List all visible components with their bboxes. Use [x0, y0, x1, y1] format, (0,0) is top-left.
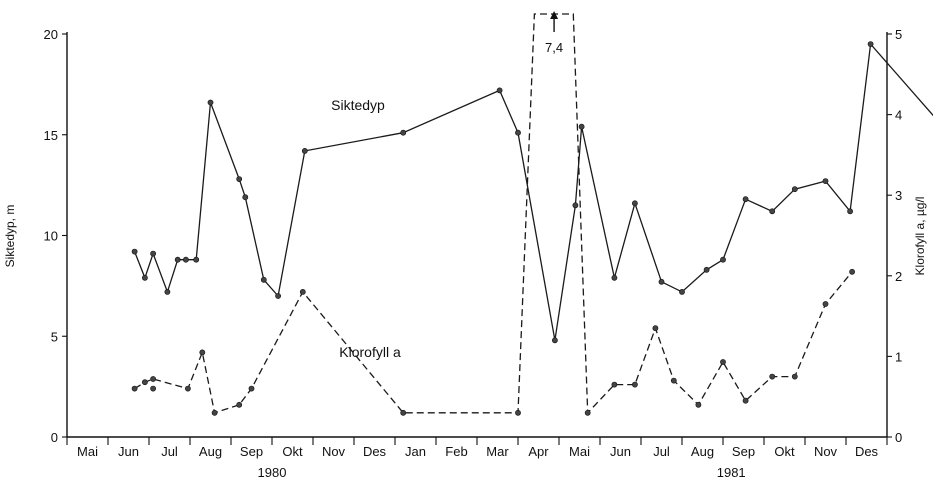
x-tick-label: Jul [653, 444, 670, 459]
arrow-head-icon [550, 11, 559, 19]
x-tick-label: Apr [528, 444, 549, 459]
siktedyp-point [679, 288, 685, 295]
x-tick-label: Jan [405, 444, 426, 459]
klorofyll-point [791, 373, 798, 380]
chart-marks: Siktedyp Klorofyll a 7,4 [131, 11, 933, 416]
x-tick-label: Mar [486, 444, 509, 459]
y2-tick-label: 5 [895, 27, 902, 42]
siktedyp-point [611, 274, 618, 281]
klorofyll-point [611, 381, 618, 388]
x-tick-label: Sep [240, 444, 263, 459]
siktedyp-point [578, 123, 585, 130]
y-tick-label: 20 [44, 27, 58, 42]
y2-tick-label: 1 [895, 349, 902, 364]
siktedyp-point [632, 200, 638, 207]
y-tick-label: 5 [51, 329, 58, 344]
x-tick-label: Nov [322, 444, 346, 459]
siktedyp-point [867, 41, 874, 47]
siktedyp-point [552, 337, 558, 344]
siktedyp-point [182, 256, 189, 263]
y2-tick-label: 3 [895, 188, 902, 203]
siktedyp-point [572, 202, 579, 209]
x-tick-label: Des [855, 444, 879, 459]
klorofyll-point [515, 409, 521, 416]
x-tick-label: Feb [445, 444, 467, 459]
x-tick-label: Jul [161, 444, 178, 459]
x-tick-label: Mai [569, 444, 590, 459]
klorofyll-point [211, 409, 218, 416]
klorofyll-point [299, 288, 306, 295]
y2-tick-label: 0 [895, 430, 902, 445]
siktedyp-point [742, 196, 749, 203]
siktedyp-point [193, 256, 200, 263]
klorofyll-point [584, 409, 591, 416]
klorofyll-point [184, 385, 191, 392]
klorofyll-line [134, 13, 853, 415]
siktedyp-point [174, 256, 181, 263]
x-tick-label: Okt [774, 444, 795, 459]
x-tick-label: Mai [77, 444, 98, 459]
klorofyll-point [131, 385, 138, 392]
siktedyp-point [164, 288, 171, 295]
klorofyll-point [236, 401, 243, 408]
klorofyll-point [141, 379, 148, 386]
siktedyp-point [658, 278, 665, 285]
y2-tick-label: 4 [895, 108, 902, 123]
siktedyp-point [400, 129, 407, 136]
x-tick-label: Aug [691, 444, 714, 459]
siktedyp-point [791, 186, 798, 193]
siktedyp-point [275, 293, 281, 299]
y2-tick-label: 2 [895, 269, 902, 284]
klorofyll-point [849, 268, 855, 275]
siktedyp-point [260, 276, 267, 283]
y-tick-label: 0 [51, 430, 58, 445]
y-tick-label: 10 [44, 229, 58, 244]
klorofyll-point [248, 385, 255, 392]
klorofyll-point [652, 325, 659, 332]
x-tick-label: Jun [610, 444, 631, 459]
year-label: 1981 [717, 465, 746, 480]
klorofyll-point [742, 397, 749, 404]
x-tick-label: Aug [199, 444, 222, 459]
siktedyp-point [242, 194, 249, 201]
klorofyll-point [632, 381, 638, 388]
klorofyll-point [822, 301, 829, 307]
siktedyp-point [515, 129, 521, 136]
klorofyll-point [150, 376, 156, 382]
x-tick-label: Jun [118, 444, 139, 459]
klorofyll-point [400, 409, 407, 416]
siktedyp-point [720, 256, 726, 263]
siktedyp-point [822, 178, 829, 184]
siktedyp-point [496, 87, 503, 94]
axes: 0 5 10 15 20 0 1 2 3 4 5 Mai Jun Jul Aug Sep Okt Nov Des Ja… [44, 27, 903, 480]
x-tick-label: Okt [282, 444, 303, 459]
x-tick-label: Nov [814, 444, 838, 459]
siktedyp-point [141, 274, 148, 281]
siktedyp-point [301, 147, 308, 154]
x-tick-label: Des [363, 444, 387, 459]
siktedyp-point [236, 176, 243, 182]
klorofyll-series-label: Klorofyll a [339, 344, 401, 360]
siktedyp-point [131, 248, 138, 255]
klorofyll-point [769, 373, 776, 380]
y2-axis-title: Klorofyll a, µg/l [913, 197, 927, 276]
off-scale-annotation: 7,4 [545, 40, 563, 55]
y-tick-label: 15 [44, 128, 58, 143]
klorofyll-point [199, 349, 206, 356]
klorofyll-point [720, 359, 726, 365]
klorofyll-point [150, 385, 156, 392]
year-label: 1980 [258, 465, 287, 480]
siktedyp-point [847, 208, 853, 215]
siktedyp-point [150, 250, 156, 257]
x-tick-label: Sep [732, 444, 755, 459]
siktedyp-point [769, 208, 776, 215]
y-axis-title: Siktedyp, m [3, 205, 17, 268]
klorofyll-point [670, 377, 677, 384]
klorofyll-point [695, 401, 702, 408]
siktedyp-point [703, 266, 710, 273]
siktedyp-point [207, 99, 214, 106]
siktedyp-series-label: Siktedyp [331, 97, 385, 113]
siktedyp-line [133, 42, 933, 341]
